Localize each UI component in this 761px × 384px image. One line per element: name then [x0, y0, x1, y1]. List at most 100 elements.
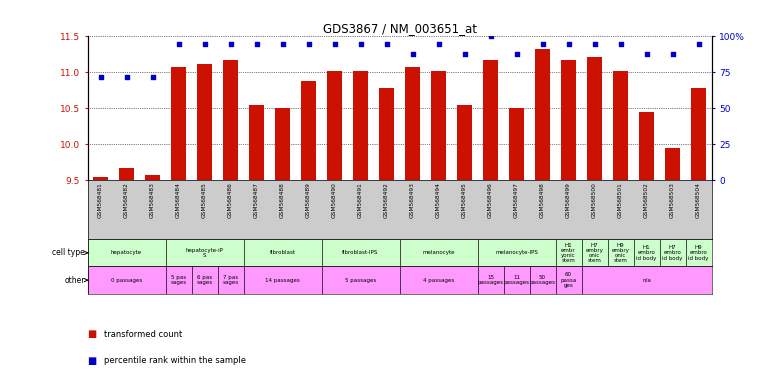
- Text: 11
passages: 11 passages: [504, 275, 530, 285]
- Point: [693, 41, 705, 47]
- Point: [120, 74, 132, 80]
- Bar: [400, 266, 478, 294]
- Text: GSM568494: GSM568494: [436, 182, 441, 218]
- Bar: [88, 239, 166, 266]
- Text: GSM568486: GSM568486: [228, 182, 233, 218]
- Point: [641, 51, 653, 57]
- Bar: [607, 239, 634, 266]
- Text: 4 passages: 4 passages: [423, 278, 454, 283]
- Bar: [639, 112, 654, 180]
- Point: [614, 41, 626, 47]
- Bar: [218, 266, 244, 294]
- Bar: [301, 81, 316, 180]
- Bar: [145, 175, 160, 180]
- Text: other: other: [65, 276, 85, 285]
- Title: GDS3867 / NM_003651_at: GDS3867 / NM_003651_at: [323, 22, 476, 35]
- Text: GSM568504: GSM568504: [696, 182, 701, 218]
- Bar: [581, 239, 607, 266]
- Text: GSM568484: GSM568484: [176, 182, 181, 218]
- Bar: [171, 67, 186, 180]
- Bar: [581, 266, 712, 294]
- Point: [537, 41, 549, 47]
- Text: 0 passages: 0 passages: [111, 278, 142, 283]
- Text: GSM568491: GSM568491: [358, 182, 363, 218]
- Text: 60
passa
ges: 60 passa ges: [560, 272, 577, 288]
- Bar: [406, 68, 419, 180]
- Text: ■: ■: [88, 329, 97, 339]
- Text: GSM568483: GSM568483: [150, 182, 155, 218]
- Text: GSM568495: GSM568495: [462, 182, 467, 218]
- Point: [199, 41, 211, 47]
- Point: [667, 51, 679, 57]
- Text: cell type: cell type: [53, 248, 85, 257]
- Text: GSM568488: GSM568488: [280, 182, 285, 218]
- Text: GSM568493: GSM568493: [410, 182, 415, 218]
- Bar: [166, 266, 192, 294]
- Bar: [166, 239, 244, 266]
- Text: H7
embry
onic
stem: H7 embry onic stem: [586, 243, 603, 263]
- Text: H9
embry
onic
stem: H9 embry onic stem: [612, 243, 629, 263]
- Text: GSM568502: GSM568502: [644, 182, 649, 218]
- Bar: [353, 71, 368, 180]
- Text: 7 pas
sages: 7 pas sages: [222, 275, 239, 285]
- Bar: [431, 71, 446, 180]
- Bar: [94, 177, 107, 180]
- Bar: [509, 108, 524, 180]
- Text: GSM568490: GSM568490: [332, 182, 337, 218]
- Point: [458, 51, 470, 57]
- Bar: [119, 168, 134, 180]
- Text: hepatocyte-iP
S: hepatocyte-iP S: [186, 248, 224, 258]
- Bar: [275, 108, 290, 180]
- Point: [329, 41, 341, 47]
- Text: GSM568482: GSM568482: [124, 182, 129, 218]
- Point: [432, 41, 444, 47]
- Point: [146, 74, 158, 80]
- Text: H9
embro
id body: H9 embro id body: [689, 245, 708, 260]
- Point: [173, 41, 185, 47]
- Text: GSM568489: GSM568489: [306, 182, 311, 218]
- Bar: [380, 88, 393, 180]
- Bar: [457, 105, 472, 180]
- Text: 6 pas
sages: 6 pas sages: [196, 275, 212, 285]
- Point: [588, 41, 600, 47]
- Text: GSM568500: GSM568500: [592, 182, 597, 218]
- Point: [562, 41, 575, 47]
- Text: 5 pas
sages: 5 pas sages: [170, 275, 186, 285]
- Bar: [556, 266, 581, 294]
- Text: GSM568497: GSM568497: [514, 182, 519, 218]
- Bar: [692, 88, 705, 180]
- Bar: [536, 50, 549, 180]
- Text: GSM568498: GSM568498: [540, 182, 545, 218]
- Bar: [322, 239, 400, 266]
- Bar: [530, 266, 556, 294]
- Point: [94, 74, 107, 80]
- Text: H1
embro
id body: H1 embro id body: [636, 245, 657, 260]
- Text: GSM568501: GSM568501: [618, 182, 623, 218]
- Bar: [478, 239, 556, 266]
- Bar: [478, 266, 504, 294]
- Point: [511, 51, 523, 57]
- Point: [355, 41, 367, 47]
- Text: H7
embro
id body: H7 embro id body: [662, 245, 683, 260]
- Point: [406, 51, 419, 57]
- Text: fibroblast: fibroblast: [269, 250, 295, 255]
- Text: ■: ■: [88, 356, 97, 366]
- Text: GSM568499: GSM568499: [566, 182, 571, 218]
- Text: GSM568503: GSM568503: [670, 182, 675, 218]
- Text: H1
embr
yonic
stem: H1 embr yonic stem: [561, 243, 576, 263]
- Text: hepatocyte: hepatocyte: [111, 250, 142, 255]
- Text: n/a: n/a: [642, 278, 651, 283]
- Text: percentile rank within the sample: percentile rank within the sample: [104, 356, 247, 366]
- Bar: [197, 64, 212, 180]
- Point: [276, 41, 288, 47]
- Bar: [192, 266, 218, 294]
- Text: melanocyte: melanocyte: [422, 250, 455, 255]
- Point: [250, 41, 263, 47]
- Bar: [483, 60, 498, 180]
- Bar: [633, 239, 660, 266]
- Text: melanocyte-IPS: melanocyte-IPS: [495, 250, 538, 255]
- Text: GSM568496: GSM568496: [488, 182, 493, 218]
- Bar: [562, 60, 575, 180]
- Bar: [613, 71, 628, 180]
- Bar: [322, 266, 400, 294]
